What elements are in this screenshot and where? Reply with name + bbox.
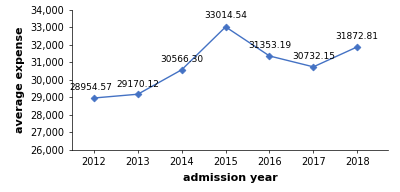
Text: 28954.57: 28954.57 [70, 84, 113, 92]
Y-axis label: average expense: average expense [15, 26, 25, 133]
Text: 31872.81: 31872.81 [336, 32, 379, 41]
Text: 29170.12: 29170.12 [116, 80, 159, 89]
Text: 33014.54: 33014.54 [204, 11, 247, 20]
Text: 30732.15: 30732.15 [292, 52, 335, 61]
Text: 31353.19: 31353.19 [248, 41, 291, 50]
Text: 30566.30: 30566.30 [160, 55, 203, 64]
X-axis label: admission year: admission year [183, 173, 277, 183]
